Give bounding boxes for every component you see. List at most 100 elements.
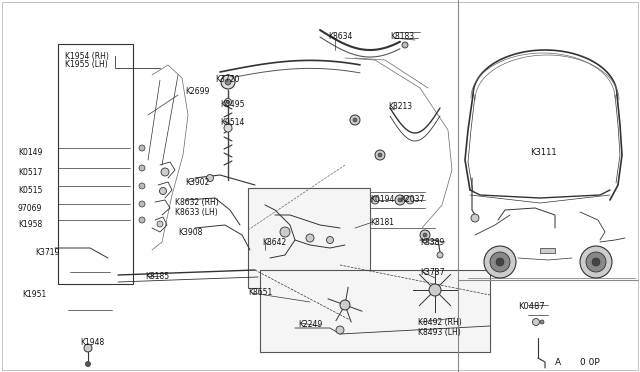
Text: K0517: K0517 [18, 168, 42, 177]
Circle shape [225, 79, 231, 85]
Polygon shape [335, 50, 460, 245]
Text: K1954 (RH): K1954 (RH) [65, 52, 109, 61]
Circle shape [306, 234, 314, 242]
Polygon shape [130, 214, 158, 226]
Text: K2037: K2037 [400, 195, 424, 204]
Text: K1948: K1948 [80, 338, 104, 347]
Circle shape [490, 252, 510, 272]
Circle shape [395, 195, 405, 205]
Polygon shape [350, 305, 617, 332]
Polygon shape [468, 208, 628, 268]
Text: K1955 (LH): K1955 (LH) [65, 60, 108, 69]
Text: K8633 (LH): K8633 (LH) [175, 208, 218, 217]
Circle shape [402, 42, 408, 48]
Circle shape [326, 237, 333, 244]
Polygon shape [465, 148, 488, 178]
Circle shape [84, 344, 92, 352]
Circle shape [496, 258, 504, 266]
Circle shape [423, 233, 427, 237]
Circle shape [139, 145, 145, 151]
Circle shape [139, 217, 145, 223]
Circle shape [586, 252, 606, 272]
Circle shape [139, 183, 145, 189]
Text: K0487: K0487 [518, 302, 545, 311]
Text: K0514: K0514 [220, 118, 244, 127]
Text: K0495: K0495 [220, 100, 244, 109]
Text: 0 0P: 0 0P [580, 358, 600, 367]
Text: K8183: K8183 [390, 32, 414, 41]
Text: K8185: K8185 [145, 272, 169, 281]
Circle shape [280, 227, 290, 237]
Polygon shape [55, 240, 108, 270]
Circle shape [580, 246, 612, 278]
Circle shape [139, 201, 145, 207]
Text: K8389: K8389 [420, 238, 444, 247]
Circle shape [207, 174, 214, 182]
Circle shape [484, 246, 516, 278]
Text: A: A [555, 358, 561, 367]
Circle shape [224, 75, 232, 83]
Circle shape [227, 100, 230, 103]
Circle shape [159, 187, 166, 195]
Text: K8634: K8634 [328, 32, 353, 41]
Text: K2699: K2699 [185, 87, 209, 96]
Circle shape [375, 150, 385, 160]
Text: K2249: K2249 [298, 320, 323, 329]
Polygon shape [130, 162, 158, 174]
Polygon shape [268, 295, 482, 322]
Polygon shape [352, 220, 438, 238]
Text: K8642: K8642 [262, 238, 286, 247]
Circle shape [420, 230, 430, 240]
Circle shape [406, 196, 414, 204]
Circle shape [350, 115, 360, 125]
Bar [248, 188, 370, 288]
Circle shape [371, 196, 379, 204]
Text: K1951: K1951 [22, 290, 46, 299]
Circle shape [592, 258, 600, 266]
Text: K3720: K3720 [215, 75, 239, 84]
Text: K3737: K3737 [420, 268, 445, 277]
Circle shape [471, 214, 479, 222]
Circle shape [378, 153, 382, 157]
Circle shape [224, 124, 232, 132]
Polygon shape [130, 180, 158, 192]
Text: K1958: K1958 [18, 220, 42, 229]
Circle shape [532, 318, 540, 326]
Text: K8492 (RH): K8492 (RH) [418, 318, 461, 327]
Text: 97069: 97069 [18, 204, 42, 213]
Text: K8493 (LH): K8493 (LH) [418, 328, 461, 337]
Bar [540, 248, 555, 253]
Circle shape [157, 221, 163, 227]
Text: K3908: K3908 [178, 228, 202, 237]
Text: K3719: K3719 [35, 248, 60, 257]
Polygon shape [520, 295, 552, 338]
Text: K3902: K3902 [185, 178, 209, 187]
Circle shape [86, 362, 90, 366]
Text: K0194: K0194 [370, 195, 394, 204]
Circle shape [429, 284, 441, 296]
Circle shape [540, 320, 544, 324]
Circle shape [161, 168, 169, 176]
Text: K0149: K0149 [18, 148, 42, 157]
Polygon shape [362, 185, 428, 215]
Circle shape [353, 118, 357, 122]
Circle shape [336, 326, 344, 334]
Text: K8632 (RH): K8632 (RH) [175, 198, 219, 207]
Text: K8181: K8181 [370, 218, 394, 227]
Circle shape [139, 165, 145, 171]
Polygon shape [268, 272, 482, 288]
Polygon shape [130, 198, 158, 210]
Text: K8651: K8651 [248, 288, 272, 297]
Circle shape [340, 300, 350, 310]
Polygon shape [130, 142, 158, 154]
Circle shape [437, 252, 443, 258]
Circle shape [225, 99, 232, 106]
Polygon shape [60, 265, 118, 355]
Circle shape [221, 75, 235, 89]
Polygon shape [385, 25, 430, 50]
Bar [58, 44, 133, 284]
Polygon shape [138, 58, 195, 255]
Text: K3111: K3111 [530, 148, 557, 157]
Text: K0515: K0515 [18, 186, 42, 195]
Bar [260, 270, 490, 352]
